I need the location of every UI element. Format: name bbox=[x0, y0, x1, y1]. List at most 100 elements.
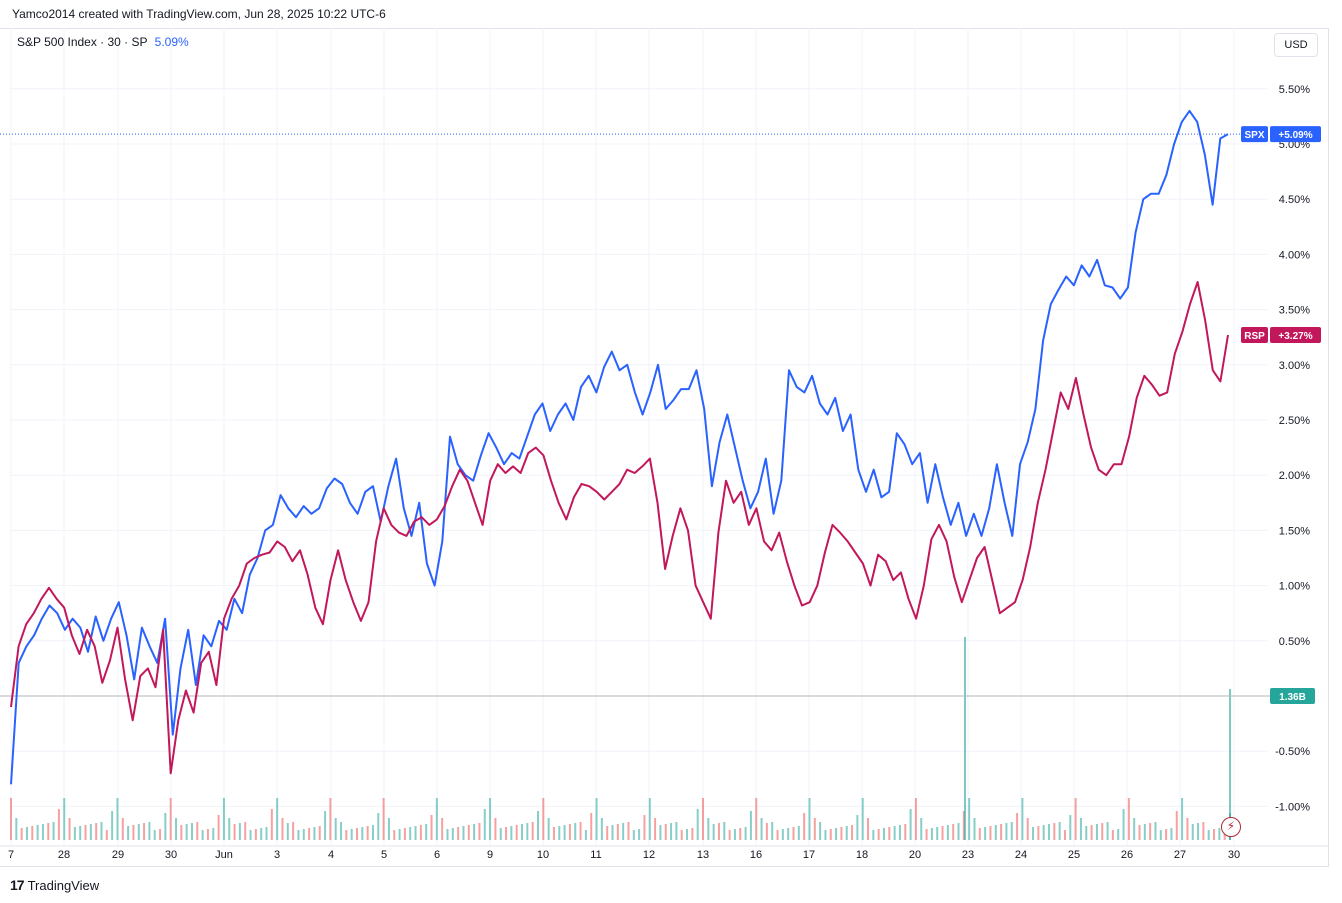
currency-button[interactable]: USD bbox=[1274, 33, 1318, 57]
volume-bar bbox=[329, 798, 332, 840]
volume-bar bbox=[499, 828, 502, 840]
y-tick-label: 3.50% bbox=[1279, 305, 1310, 317]
x-axis[interactable]: 7 28 29 30 Jun 3 4 5 6 9 10 11 12 13 16 17 18 20 23 24 25 26 2… bbox=[0, 845, 1329, 861]
volume-bar bbox=[10, 798, 12, 840]
volume-bar bbox=[797, 826, 800, 840]
volume-bar bbox=[968, 798, 971, 840]
volume-bar bbox=[638, 829, 641, 840]
series-line-spx[interactable] bbox=[10, 109, 1229, 785]
volume-bar bbox=[675, 822, 678, 840]
volume-bar bbox=[361, 827, 364, 840]
volume-bar bbox=[962, 811, 965, 840]
volume-bar bbox=[1106, 822, 1109, 840]
volume-bar bbox=[1005, 823, 1008, 840]
volume-bar bbox=[733, 829, 736, 840]
x-tick-label: 24 bbox=[1015, 849, 1027, 861]
x-tick-label: 18 bbox=[856, 849, 868, 861]
volume-bar bbox=[654, 818, 657, 840]
y-tick-label: 1.00% bbox=[1279, 581, 1310, 593]
lightning-icon[interactable]: ⚡ bbox=[1221, 817, 1241, 837]
volume-bar bbox=[441, 818, 444, 840]
volume-bar bbox=[1122, 809, 1125, 840]
legend[interactable]: S&P 500 Index · 30 · SP 5.09% bbox=[17, 35, 189, 49]
volume-bar bbox=[270, 809, 273, 840]
volume-bar bbox=[1170, 828, 1173, 840]
volume-bar bbox=[265, 827, 268, 840]
volume-bar bbox=[1000, 824, 1003, 840]
volume-bar bbox=[1021, 798, 1024, 840]
volume-bar bbox=[898, 825, 901, 840]
volume-bar bbox=[510, 826, 513, 840]
volume-bar bbox=[952, 824, 955, 840]
volume-bar bbox=[222, 798, 225, 840]
y-tick-label: 2.00% bbox=[1279, 470, 1310, 482]
volume-bar bbox=[100, 822, 103, 840]
volume-bar bbox=[925, 829, 928, 840]
volume-bar bbox=[169, 798, 172, 840]
volume-bar bbox=[68, 818, 71, 840]
volume-bar bbox=[462, 826, 465, 840]
volume-bar bbox=[936, 827, 939, 840]
volume-bar bbox=[563, 825, 566, 840]
volume-bar bbox=[217, 815, 220, 840]
volume-bar bbox=[505, 827, 508, 840]
series-line-rsp[interactable] bbox=[10, 281, 1229, 775]
chart-pane[interactable] bbox=[0, 28, 1329, 867]
volume-bar bbox=[702, 798, 705, 840]
volume-bar bbox=[1191, 824, 1194, 840]
volume-bar bbox=[691, 828, 694, 840]
rsp-value-tag-label: +3.27% bbox=[1278, 331, 1312, 342]
volume-bar bbox=[1149, 823, 1152, 840]
volume-bar bbox=[127, 826, 130, 840]
volume-bar bbox=[835, 828, 838, 840]
volume-bar bbox=[164, 813, 167, 840]
volume-bar bbox=[15, 818, 18, 840]
x-tick-label: 27 bbox=[1174, 849, 1186, 861]
volume-bar bbox=[212, 828, 215, 840]
volume-bar bbox=[877, 829, 880, 840]
volume-bars bbox=[10, 637, 1231, 840]
volume-bar bbox=[574, 823, 577, 840]
volume-bar bbox=[419, 825, 422, 840]
spx-value-tag bbox=[1270, 126, 1321, 143]
volume-bar bbox=[1090, 825, 1093, 840]
volume-bar bbox=[867, 818, 870, 840]
x-tick-label: 3 bbox=[274, 849, 280, 861]
x-tick-label: 6 bbox=[434, 849, 440, 861]
volume-tag: 1.36B bbox=[1270, 688, 1315, 704]
volume-bar bbox=[52, 822, 55, 840]
volume-bar bbox=[627, 822, 630, 840]
volume-bar bbox=[334, 818, 337, 840]
volume-bar bbox=[845, 826, 848, 840]
volume-bar bbox=[467, 825, 470, 840]
volume-bar bbox=[1032, 827, 1035, 840]
volume-bar bbox=[57, 809, 60, 840]
volume-bar bbox=[1165, 829, 1168, 840]
volume-bar bbox=[611, 825, 614, 840]
volume-bar-spike bbox=[1229, 689, 1231, 840]
volume-bar bbox=[196, 822, 199, 840]
x-tick-label: 26 bbox=[1121, 849, 1133, 861]
volume-bar bbox=[760, 818, 763, 840]
volume-bar bbox=[148, 822, 151, 840]
volume-bar bbox=[1048, 824, 1051, 840]
volume-bar bbox=[787, 828, 790, 840]
volume-bar bbox=[568, 824, 571, 840]
volume-bar bbox=[137, 824, 140, 840]
tradingview-logo[interactable]: 17 TradingView bbox=[10, 877, 99, 893]
volume-bar bbox=[153, 830, 156, 840]
volume-bar bbox=[989, 826, 992, 840]
volume-bar bbox=[1074, 798, 1077, 840]
volume-bar bbox=[244, 822, 247, 840]
volume-bar bbox=[819, 822, 822, 840]
credit-line: Yamco2014 created with TradingView.com, … bbox=[12, 7, 386, 21]
volume-bar bbox=[909, 809, 912, 840]
volume-bar bbox=[1042, 825, 1045, 840]
volume-bar bbox=[1069, 815, 1072, 840]
volume-bar bbox=[201, 830, 204, 840]
grid bbox=[10, 28, 1267, 846]
volume-bar bbox=[276, 798, 279, 840]
volume-bar bbox=[595, 798, 598, 840]
volume-bar bbox=[749, 811, 752, 840]
